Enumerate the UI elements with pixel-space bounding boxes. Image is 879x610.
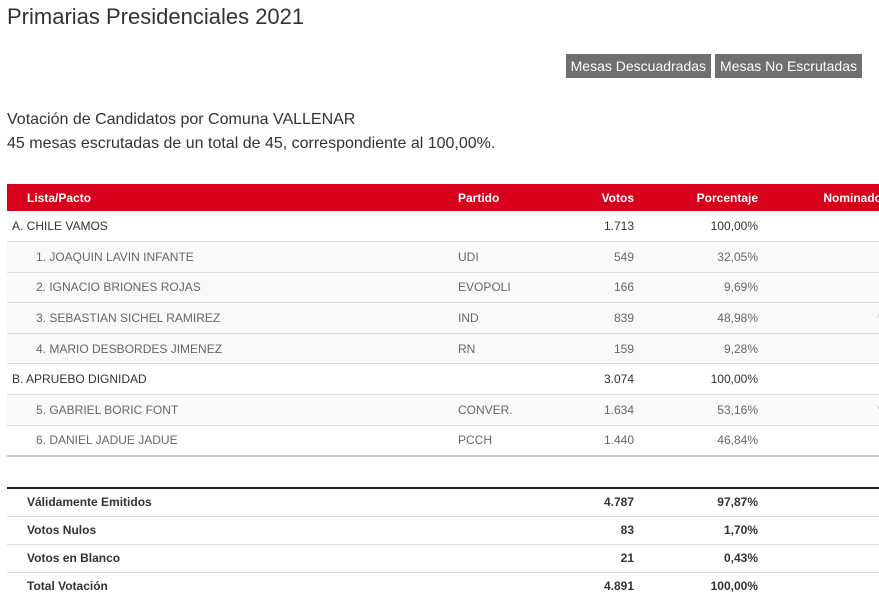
totals-row: Votos en Blanco 21 0,43% [7, 544, 879, 572]
row-name: 3. SEBASTIAN SICHEL RAMIREZ [7, 302, 458, 334]
totals-row: Votos Nulos 83 1,70% [7, 516, 879, 544]
totals-percentage: 0,43% [723, 551, 758, 565]
table-row: 2. IGNACIO BRIONES ROJAS EVOPOLI 166 9,6… [7, 272, 879, 303]
row-percentage: 48,98% [634, 302, 758, 334]
totals-empty [758, 488, 879, 516]
totals-row: Válidamente Emitidos 4.787 97,87% [7, 488, 879, 516]
row-percentage: 53,16% [634, 394, 758, 426]
row-nominated [758, 241, 879, 273]
totals-label: Votos Nulos [27, 523, 97, 537]
row-party: CONVER. [458, 394, 558, 426]
totals-empty [758, 516, 879, 544]
table-row: 5. GABRIEL BORIC FONT CONVER. 1.634 53,1… [7, 394, 879, 426]
mesas-no-escrutadas-button[interactable]: Mesas No Escrutadas [715, 54, 862, 78]
row-name: A. CHILE VAMOS [7, 211, 458, 242]
row-name: 2. IGNACIO BRIONES ROJAS [7, 272, 458, 303]
totals-empty [458, 516, 558, 544]
table-row: A. CHILE VAMOS 1.713 100,00% [7, 211, 879, 242]
row-name: B. APRUEBO DIGNIDAD [7, 363, 458, 395]
table-row: 4. MARIO DESBORDES JIMENEZ RN 159 9,28% [7, 333, 879, 364]
results-subtitle: Votación de Candidatos por Comuna VALLEN… [7, 108, 495, 156]
header-porcentaje: Porcentaje [696, 190, 758, 205]
header-lista-pacto: Lista/Pacto [27, 190, 92, 205]
totals-empty [758, 572, 879, 600]
row-votes: 159 [558, 333, 634, 364]
table-row: 6. DANIEL JADUE JADUE PCCH 1.440 46,84% [7, 425, 879, 456]
totals-row: Total Votación 4.891 100,00% [7, 572, 879, 600]
table-row: 3. SEBASTIAN SICHEL RAMIREZ IND 839 48,9… [7, 302, 879, 334]
row-name: 5. GABRIEL BORIC FONT [7, 394, 458, 426]
row-votes: 839 [558, 302, 634, 334]
row-nominated: * [758, 302, 879, 334]
row-percentage: 9,69% [634, 272, 758, 303]
totals-empty [458, 488, 558, 516]
totals-votes: 83 [620, 523, 634, 537]
row-votes: 549 [558, 241, 634, 273]
row-nominated [758, 211, 879, 242]
totals-votes: 4.787 [603, 495, 634, 510]
row-votes: 3.074 [558, 363, 634, 395]
row-party: UDI [458, 241, 558, 273]
row-nominated [758, 425, 879, 456]
subtitle-commune: Votación de Candidatos por Comuna VALLEN… [7, 111, 356, 128]
row-percentage: 9,28% [634, 333, 758, 364]
row-party: IND [458, 302, 558, 334]
row-percentage: 32,05% [634, 241, 758, 273]
mesas-descuadradas-button[interactable]: Mesas Descuadradas [565, 54, 712, 78]
subtitle-mesas: 45 mesas escrutadas de un total de 45, c… [7, 135, 496, 152]
totals-percentage: 97,87% [717, 495, 758, 510]
row-party: RN [458, 333, 558, 364]
row-nominated: * [758, 394, 879, 426]
row-votes: 166 [558, 272, 634, 303]
totals-label: Votos en Blanco [27, 551, 121, 565]
row-party: PCCH [458, 425, 558, 456]
row-nominated [758, 363, 879, 395]
row-percentage: 100,00% [634, 363, 758, 395]
row-percentage: 100,00% [634, 211, 758, 242]
row-name: 1. JOAQUIN LAVIN INFANTE [7, 241, 458, 273]
row-votes: 1.440 [558, 425, 634, 456]
action-buttons: Mesas Descuadradas Mesas No Escrutadas [565, 54, 862, 78]
header-nominado: Nominado [823, 190, 879, 205]
header-partido: Partido [458, 190, 500, 205]
totals-label: Total Votación [27, 579, 108, 594]
totals-label: Válidamente Emitidos [27, 495, 152, 510]
totals-percentage: 100,00% [710, 579, 758, 594]
page-title: Primarias Presidenciales 2021 [7, 4, 305, 29]
row-party [458, 211, 558, 242]
results-table: Lista/Pacto Partido Votos Porcentaje Nom… [7, 184, 879, 457]
row-party: EVOPOLI [458, 272, 558, 303]
row-party [458, 363, 558, 395]
row-name: 4. MARIO DESBORDES JIMENEZ [7, 333, 458, 364]
table-row: 1. JOAQUIN LAVIN INFANTE UDI 549 32,05% [7, 241, 879, 273]
row-name: 6. DANIEL JADUE JADUE [7, 425, 458, 456]
row-nominated [758, 333, 879, 364]
row-nominated [758, 272, 879, 303]
table-row: B. APRUEBO DIGNIDAD 3.074 100,00% [7, 363, 879, 395]
row-percentage: 46,84% [634, 425, 758, 456]
row-votes: 1.713 [558, 211, 634, 242]
totals-percentage: 1,70% [723, 523, 758, 537]
totals-votes: 21 [620, 551, 634, 565]
totals-empty [758, 544, 879, 572]
header-votos: Votos [601, 190, 634, 205]
totals-votes: 4.891 [603, 579, 634, 594]
totals-empty [458, 544, 558, 572]
row-votes: 1.634 [558, 394, 634, 426]
totals-empty [458, 572, 558, 600]
totals-table: Válidamente Emitidos 4.787 97,87% Votos … [7, 487, 879, 600]
table-header-row: Lista/Pacto Partido Votos Porcentaje Nom… [7, 184, 879, 211]
